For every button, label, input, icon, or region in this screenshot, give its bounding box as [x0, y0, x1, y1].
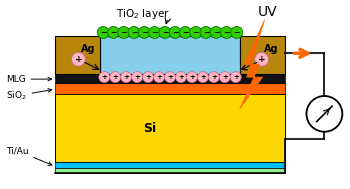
Text: +: + — [123, 74, 129, 80]
Circle shape — [169, 26, 181, 38]
Text: −: − — [193, 28, 199, 37]
Circle shape — [149, 26, 161, 38]
Text: −: − — [141, 28, 148, 37]
Text: UV: UV — [258, 5, 278, 19]
Circle shape — [220, 26, 232, 38]
Circle shape — [121, 72, 132, 83]
Text: Ti/Au: Ti/Au — [6, 146, 52, 165]
Text: +: + — [211, 74, 217, 80]
Text: −: − — [203, 28, 209, 37]
Circle shape — [159, 26, 171, 38]
Circle shape — [107, 26, 120, 38]
Text: −: − — [172, 28, 178, 37]
Text: −: − — [162, 28, 168, 37]
Circle shape — [71, 52, 85, 66]
Text: +: + — [222, 74, 228, 80]
Text: −: − — [152, 28, 158, 37]
Bar — [100, 36, 240, 74]
Text: Ag: Ag — [81, 44, 96, 54]
Circle shape — [210, 26, 222, 38]
Polygon shape — [240, 19, 265, 109]
Circle shape — [200, 26, 212, 38]
Text: Si: Si — [144, 122, 157, 135]
Circle shape — [190, 26, 202, 38]
Circle shape — [110, 72, 121, 83]
Circle shape — [97, 26, 109, 38]
Circle shape — [175, 72, 187, 83]
Circle shape — [128, 26, 140, 38]
Bar — [56, 162, 285, 168]
Text: −: − — [213, 28, 219, 37]
Bar — [56, 74, 285, 83]
Bar — [56, 94, 285, 162]
Text: +: + — [200, 74, 206, 80]
Text: Ag: Ag — [264, 44, 279, 54]
Circle shape — [143, 72, 154, 83]
Text: −: − — [100, 28, 106, 37]
Text: −: − — [233, 28, 240, 37]
Circle shape — [180, 26, 191, 38]
Text: +: + — [156, 74, 162, 80]
Circle shape — [231, 26, 243, 38]
Circle shape — [118, 26, 130, 38]
Bar — [240, 36, 285, 74]
Text: +: + — [112, 74, 118, 80]
Text: TiO$_2$ layer: TiO$_2$ layer — [116, 7, 170, 21]
Circle shape — [230, 72, 241, 83]
Text: +: + — [134, 74, 140, 80]
Text: +: + — [189, 74, 195, 80]
Text: MLG: MLG — [6, 75, 51, 84]
Text: +: + — [167, 74, 173, 80]
Text: +: + — [102, 74, 107, 80]
Circle shape — [208, 72, 219, 83]
Bar — [56, 36, 100, 74]
Text: −: − — [110, 28, 117, 37]
Circle shape — [219, 72, 230, 83]
Text: +: + — [258, 55, 265, 64]
Text: +: + — [233, 74, 239, 80]
Circle shape — [255, 52, 269, 66]
Circle shape — [99, 72, 110, 83]
Text: SiO$_2$: SiO$_2$ — [6, 89, 52, 102]
Text: +: + — [75, 55, 82, 64]
Text: +: + — [178, 74, 184, 80]
Bar — [56, 83, 285, 94]
Circle shape — [197, 72, 208, 83]
Text: −: − — [121, 28, 127, 37]
Circle shape — [307, 96, 342, 132]
Text: −: − — [182, 28, 189, 37]
Circle shape — [164, 72, 175, 83]
Text: +: + — [145, 74, 151, 80]
Circle shape — [132, 72, 143, 83]
Text: −: − — [223, 28, 230, 37]
Text: −: − — [131, 28, 137, 37]
Circle shape — [138, 26, 150, 38]
Bar — [56, 168, 285, 174]
Circle shape — [154, 72, 164, 83]
Circle shape — [187, 72, 197, 83]
